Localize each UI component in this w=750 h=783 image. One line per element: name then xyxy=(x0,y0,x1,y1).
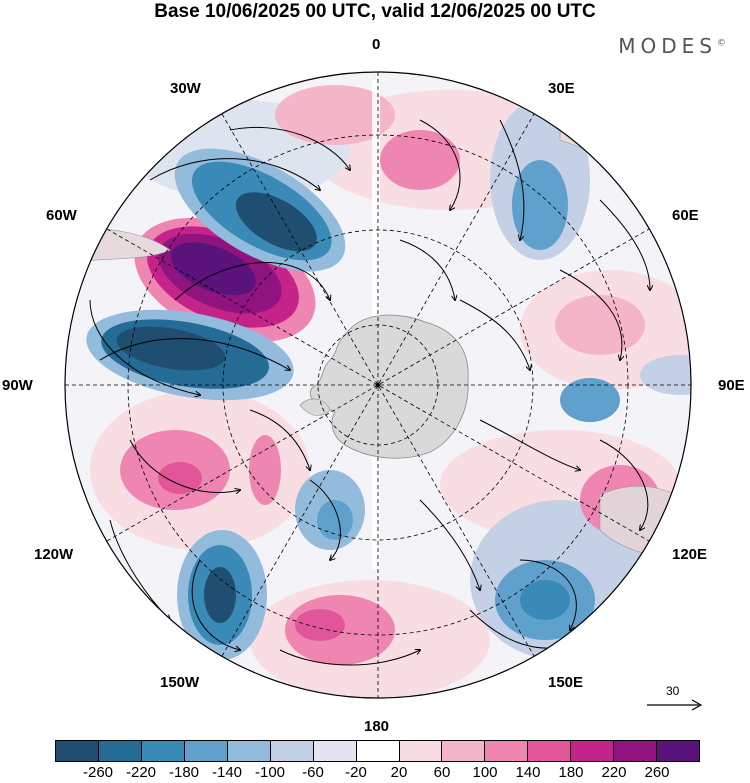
colorbar-swatch xyxy=(528,741,572,761)
anomaly-low xyxy=(204,567,236,623)
anomaly-high xyxy=(555,295,645,355)
colorbar-swatch xyxy=(141,741,185,761)
vector-reference-arrow xyxy=(647,699,703,711)
anomaly-low xyxy=(317,500,353,540)
colorbar-tick-label: -180 xyxy=(168,764,200,781)
longitude-label: 150W xyxy=(160,674,200,691)
colorbar-tick-label: -260 xyxy=(82,764,114,781)
longitude-label: 60W xyxy=(46,207,77,224)
anomaly-high xyxy=(275,85,395,145)
colorbar-tick-label: 20 xyxy=(390,764,408,781)
colorbar-tick-label: -20 xyxy=(345,764,367,781)
longitude-label: 120E xyxy=(672,546,708,563)
vector-reference-value: 30 xyxy=(666,684,680,698)
anomaly-low xyxy=(116,326,226,371)
anomaly-low xyxy=(512,160,568,250)
brand-mark: © xyxy=(717,38,726,49)
anomaly-low xyxy=(520,580,570,620)
longitude-label: 90E xyxy=(718,377,745,394)
colorbar-swatch xyxy=(657,741,700,761)
colorbar-swatch xyxy=(270,741,314,761)
colorbar-swatch xyxy=(227,741,271,761)
longitude-label: 30E xyxy=(548,80,575,97)
colorbar-swatch xyxy=(56,741,99,761)
longitude-label: 120W xyxy=(34,546,74,563)
colorbar-swatch xyxy=(98,741,142,761)
colorbar-tick-labels: -260 -220 -180 -140 -100 -60 -20 20 60 100 140 180 2… xyxy=(0,764,750,782)
longitude-label: 180 xyxy=(364,718,390,735)
anomaly-low xyxy=(640,355,691,395)
colorbar-tick-label: 220 xyxy=(601,764,627,781)
anomaly-high xyxy=(249,435,281,505)
colorbar-swatch xyxy=(485,741,529,761)
brand-name: MODES xyxy=(618,34,717,58)
map-boundary xyxy=(64,71,692,699)
wind-streamlines xyxy=(89,119,650,666)
longitude-label: 30W xyxy=(170,80,201,97)
colorbar-tick-label: -220 xyxy=(125,764,157,781)
anomaly-low xyxy=(560,378,620,422)
colorbar-swatch xyxy=(313,741,357,761)
colorbar-tick-label: -100 xyxy=(254,764,286,781)
longitude-label: 60E xyxy=(672,207,699,224)
longitude-label: 90W xyxy=(2,377,33,394)
colorbar-tick-label: 100 xyxy=(472,764,498,781)
antarctica-landmass xyxy=(309,314,469,459)
graticule xyxy=(65,72,691,698)
colorbar-swatch xyxy=(571,741,615,761)
colorbar-tick-label: -60 xyxy=(302,764,324,781)
colorbar-swatch xyxy=(184,741,228,761)
longitude-label: 150E xyxy=(548,674,584,691)
antarctic-peninsula xyxy=(299,398,331,416)
colorbar-tick-label: 60 xyxy=(433,764,451,781)
modes-logo: MODES© xyxy=(618,34,726,58)
colorbar-tick-label: 260 xyxy=(644,764,670,781)
colorbar-swatch xyxy=(399,741,443,761)
colorbar-tick-label: -140 xyxy=(211,764,243,781)
anomaly-high xyxy=(295,609,345,641)
anomaly-high xyxy=(170,242,256,296)
anomaly-high xyxy=(158,462,202,494)
colorbar-swatch xyxy=(356,741,400,761)
colorbar-tick-label: 140 xyxy=(515,764,541,781)
colorbar-swatch xyxy=(442,741,486,761)
anomaly-high xyxy=(380,130,460,190)
polar-map xyxy=(64,71,692,699)
anomaly-low xyxy=(235,192,317,252)
colorbar-swatch xyxy=(614,741,658,761)
colorbar-tick-label: 180 xyxy=(558,764,584,781)
longitude-label: 0 xyxy=(372,36,381,53)
colorbar xyxy=(55,740,700,762)
map-title: Base 10/06/2025 00 UTC, valid 12/06/2025… xyxy=(154,1,596,22)
